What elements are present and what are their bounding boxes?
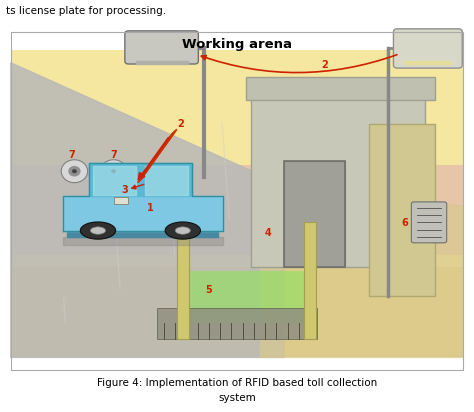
FancyBboxPatch shape	[393, 29, 462, 68]
Text: Figure 4: Implementation of RFID based toll collection: Figure 4: Implementation of RFID based t…	[97, 378, 377, 388]
Polygon shape	[63, 236, 223, 245]
Bar	[369, 124, 435, 296]
Bar	[284, 161, 346, 267]
Bar	[115, 197, 128, 204]
Ellipse shape	[91, 227, 106, 234]
Bar	[157, 308, 317, 339]
Text: ts license plate for processing.: ts license plate for processing.	[6, 6, 166, 16]
Circle shape	[72, 169, 77, 173]
Bar	[11, 32, 463, 370]
Circle shape	[108, 166, 119, 176]
Text: 7: 7	[69, 150, 75, 160]
Polygon shape	[136, 61, 188, 63]
Circle shape	[61, 160, 88, 183]
FancyBboxPatch shape	[411, 202, 447, 243]
Bar	[181, 272, 315, 323]
Ellipse shape	[80, 222, 116, 239]
Circle shape	[111, 169, 116, 173]
Circle shape	[68, 166, 81, 176]
Bar	[11, 51, 463, 358]
Text: 5: 5	[205, 285, 212, 295]
Bar	[251, 83, 426, 267]
Polygon shape	[261, 185, 463, 358]
Text: 1: 1	[146, 203, 153, 213]
Bar	[177, 222, 189, 339]
Text: 3: 3	[121, 185, 128, 195]
Polygon shape	[145, 166, 188, 194]
Bar	[11, 267, 463, 358]
Bar	[246, 77, 435, 100]
Polygon shape	[63, 196, 223, 231]
Text: 7: 7	[110, 150, 117, 160]
Ellipse shape	[165, 222, 201, 239]
Polygon shape	[93, 166, 136, 194]
FancyBboxPatch shape	[125, 31, 198, 64]
Text: 4: 4	[264, 227, 271, 238]
Text: 2: 2	[321, 60, 328, 70]
Bar	[304, 222, 316, 339]
Circle shape	[100, 160, 127, 183]
Polygon shape	[89, 163, 192, 196]
Polygon shape	[404, 61, 451, 63]
Text: Working arena: Working arena	[182, 38, 292, 51]
Polygon shape	[67, 231, 218, 236]
Ellipse shape	[175, 227, 191, 234]
Bar	[284, 161, 346, 267]
Text: 6: 6	[401, 218, 408, 228]
Text: system: system	[218, 393, 256, 403]
Text: 2: 2	[177, 119, 184, 129]
Bar	[11, 165, 463, 255]
Polygon shape	[11, 63, 284, 358]
